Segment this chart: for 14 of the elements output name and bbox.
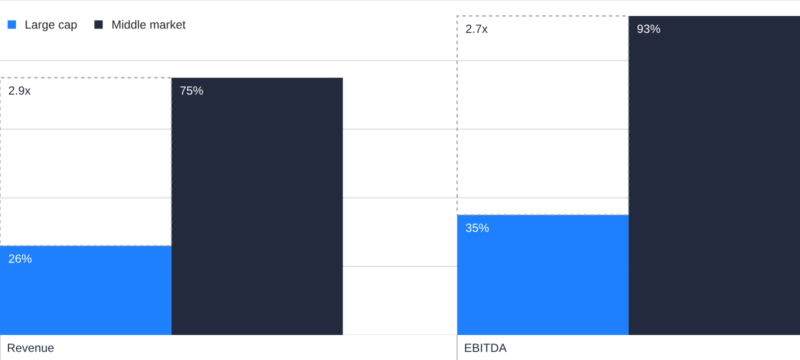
annotation: 2.9x xyxy=(8,86,31,95)
bar xyxy=(457,214,629,335)
data-label: 35% xyxy=(466,224,489,232)
data-label: 26% xyxy=(8,254,32,263)
legend-label: Middle market xyxy=(112,20,186,29)
x-tick-label: EBITDA xyxy=(465,344,507,352)
bar xyxy=(628,16,800,335)
legend-label: Large cap xyxy=(26,20,77,32)
data-label: 75% xyxy=(180,86,203,95)
x-tick-label: Revenue xyxy=(8,344,54,352)
data-label: 93% xyxy=(637,24,660,33)
bar xyxy=(0,246,172,335)
bar xyxy=(171,78,343,335)
annotation: 2.7x xyxy=(466,24,488,33)
